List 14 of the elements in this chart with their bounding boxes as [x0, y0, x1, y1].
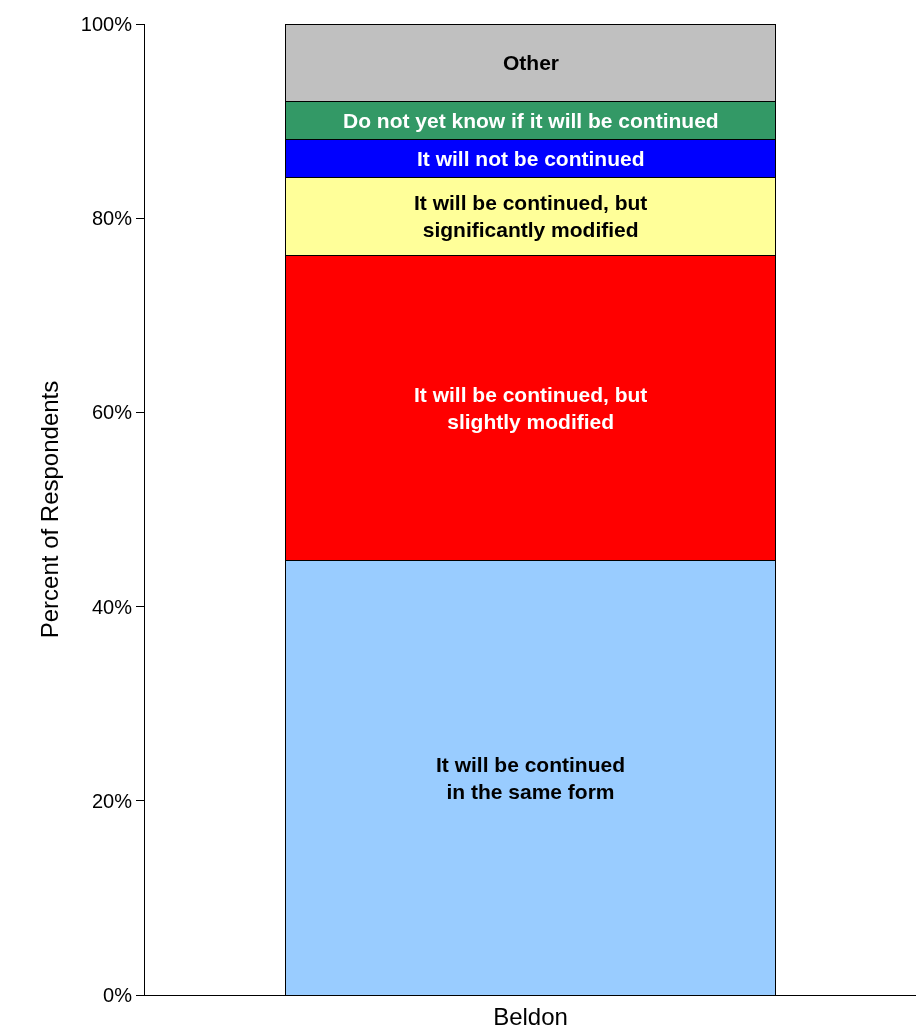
y-tick-label: 100% [80, 13, 133, 35]
y-tick-label: 40% [91, 595, 133, 618]
x-tick-label: Beldon [493, 1002, 568, 1030]
y-tick-label: 60% [91, 401, 133, 424]
y-tick-label: 20% [91, 789, 133, 812]
series-label: Do not yet know if it will be continued [343, 109, 719, 132]
series-label: It will be continued, but significantly modified [414, 191, 648, 242]
y-tick-label: 80% [91, 207, 133, 230]
series-label: Other [503, 51, 560, 74]
y-axis-title: Percent of Respondents [35, 380, 63, 639]
series-label: It will be continued in the same form [436, 753, 625, 804]
series-label: It will be continued, but slightly modified [414, 383, 648, 434]
y-tick-label: 0% [103, 984, 133, 1006]
series-label: It will not be continued [417, 147, 645, 170]
